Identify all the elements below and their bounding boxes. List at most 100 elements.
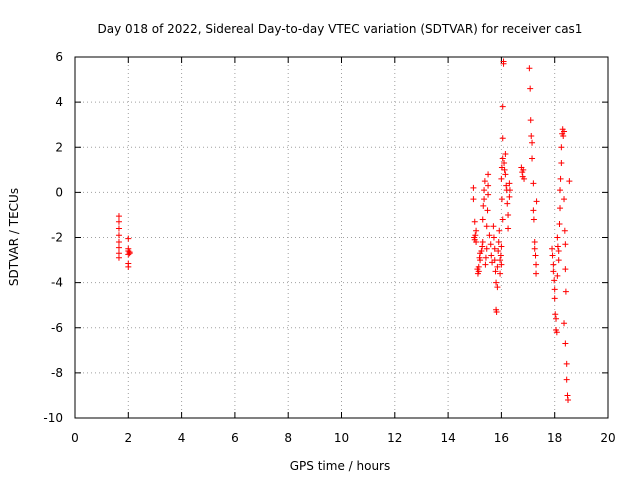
data-point [487,241,494,248]
data-point [556,220,563,227]
data-point [552,311,559,318]
axis-ticks [74,56,609,419]
data-point [480,202,487,209]
data-point [496,227,503,234]
data-point [532,252,539,259]
x-tick-labels: 0 2 4 6 8 10 12 14 16 18 20 [71,431,615,445]
data-point [550,268,557,275]
data-point [549,252,556,259]
data-point [562,266,569,273]
x-tick-label: 6 [231,431,239,445]
data-point [558,160,565,167]
data-point [497,252,504,259]
x-tick-label: 20 [600,431,615,445]
data-point [521,175,528,182]
data-point [475,263,482,270]
data-point [499,155,506,162]
x-axis-label: GPS time / hours [290,459,391,473]
data-point [554,272,561,279]
data-point [481,187,488,194]
data-point [485,191,492,198]
data-point [505,225,512,232]
x-tick-label: 0 [71,431,79,445]
data-point [529,139,536,146]
data-point [115,225,122,232]
data-point [506,187,513,194]
data-point [533,261,540,268]
data-point [560,132,567,139]
data-point [126,250,133,257]
data-point [530,216,537,223]
data-point [491,257,498,264]
x-tick-label: 8 [284,431,292,445]
y-tick-label: -10 [43,411,63,425]
data-point [490,223,497,230]
data-point [554,234,561,241]
data-point [488,252,495,259]
data-point [471,218,478,225]
data-point [483,245,490,252]
data-point [125,263,132,270]
y-tick-label: 6 [55,50,63,64]
data-point [563,376,570,383]
data-point [493,308,500,315]
data-point [115,239,122,246]
data-point [497,270,504,277]
data-point [502,171,509,178]
data-point [470,196,477,203]
data-point [495,239,502,246]
data-point [565,396,572,403]
grid-lines [75,57,608,418]
x-tick-label: 16 [494,431,509,445]
data-point [498,175,505,182]
data-point [481,196,488,203]
data-point [562,340,569,347]
data-point [557,175,564,182]
data-point [528,132,535,139]
data-point [125,235,132,242]
data-point [473,239,480,246]
data-point [115,218,122,225]
y-tick-label: -8 [51,366,63,380]
data-point [506,180,513,187]
data-point [470,184,477,191]
data-point [551,295,558,302]
data-point [533,198,540,205]
data-point [498,261,505,268]
data-point [561,196,568,203]
data-point [557,205,564,212]
data-point [485,171,492,178]
data-point [479,216,486,223]
chart-title: Day 018 of 2022, Sidereal Day-to-day VTE… [98,22,583,36]
data-point [115,213,122,220]
data-point [504,200,511,207]
data-point [502,151,509,158]
data-point [494,284,501,291]
data-point [500,58,507,65]
data-point [481,178,488,185]
data-point [497,257,504,264]
data-point [520,166,527,173]
y-tick-label: 2 [55,140,63,154]
data-point [495,248,502,255]
data-point [115,232,122,239]
data-point [483,223,490,230]
data-point [550,261,557,268]
data-points [115,58,573,403]
data-point [490,234,497,241]
data-point [551,286,558,293]
data-point [477,257,484,264]
data-point [527,85,534,92]
x-tick-label: 10 [334,431,349,445]
data-point [526,65,533,72]
data-point [553,329,560,336]
data-point [530,180,537,187]
data-point [557,187,564,194]
data-point [561,128,568,135]
data-point [499,216,506,223]
data-point [479,243,486,250]
data-point [491,245,498,252]
data-point [561,320,568,327]
data-point [485,182,492,189]
data-point [564,392,571,399]
